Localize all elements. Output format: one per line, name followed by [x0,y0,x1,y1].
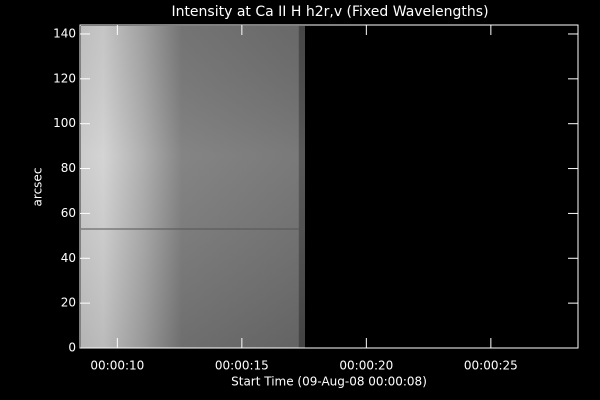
intensity-shading [81,26,305,348]
plot-frame [79,24,579,349]
x-tick-label: 00:00:10 [90,359,144,373]
y-tick-label: 60 [61,206,76,220]
chart-title: Intensity at Ca II H h2r,v (Fixed Wavele… [171,4,488,20]
x-tick-label: 00:00:25 [464,359,518,373]
x-axis-label: Start Time (09-Aug-08 00:00:08) [231,375,427,389]
y-tick-label: 20 [61,296,76,310]
y-tick-label: 40 [61,251,76,265]
y-tick-label: 100 [53,116,76,130]
x-tick-label: 00:00:20 [339,359,393,373]
y-tick-label: 120 [53,71,76,85]
y-tick-label: 80 [61,161,76,175]
y-tick-label: 140 [53,26,76,40]
y-tick-label: 0 [68,341,76,355]
y-axis-label: arcsec [31,168,45,207]
x-tick-label: 00:00:15 [215,359,269,373]
